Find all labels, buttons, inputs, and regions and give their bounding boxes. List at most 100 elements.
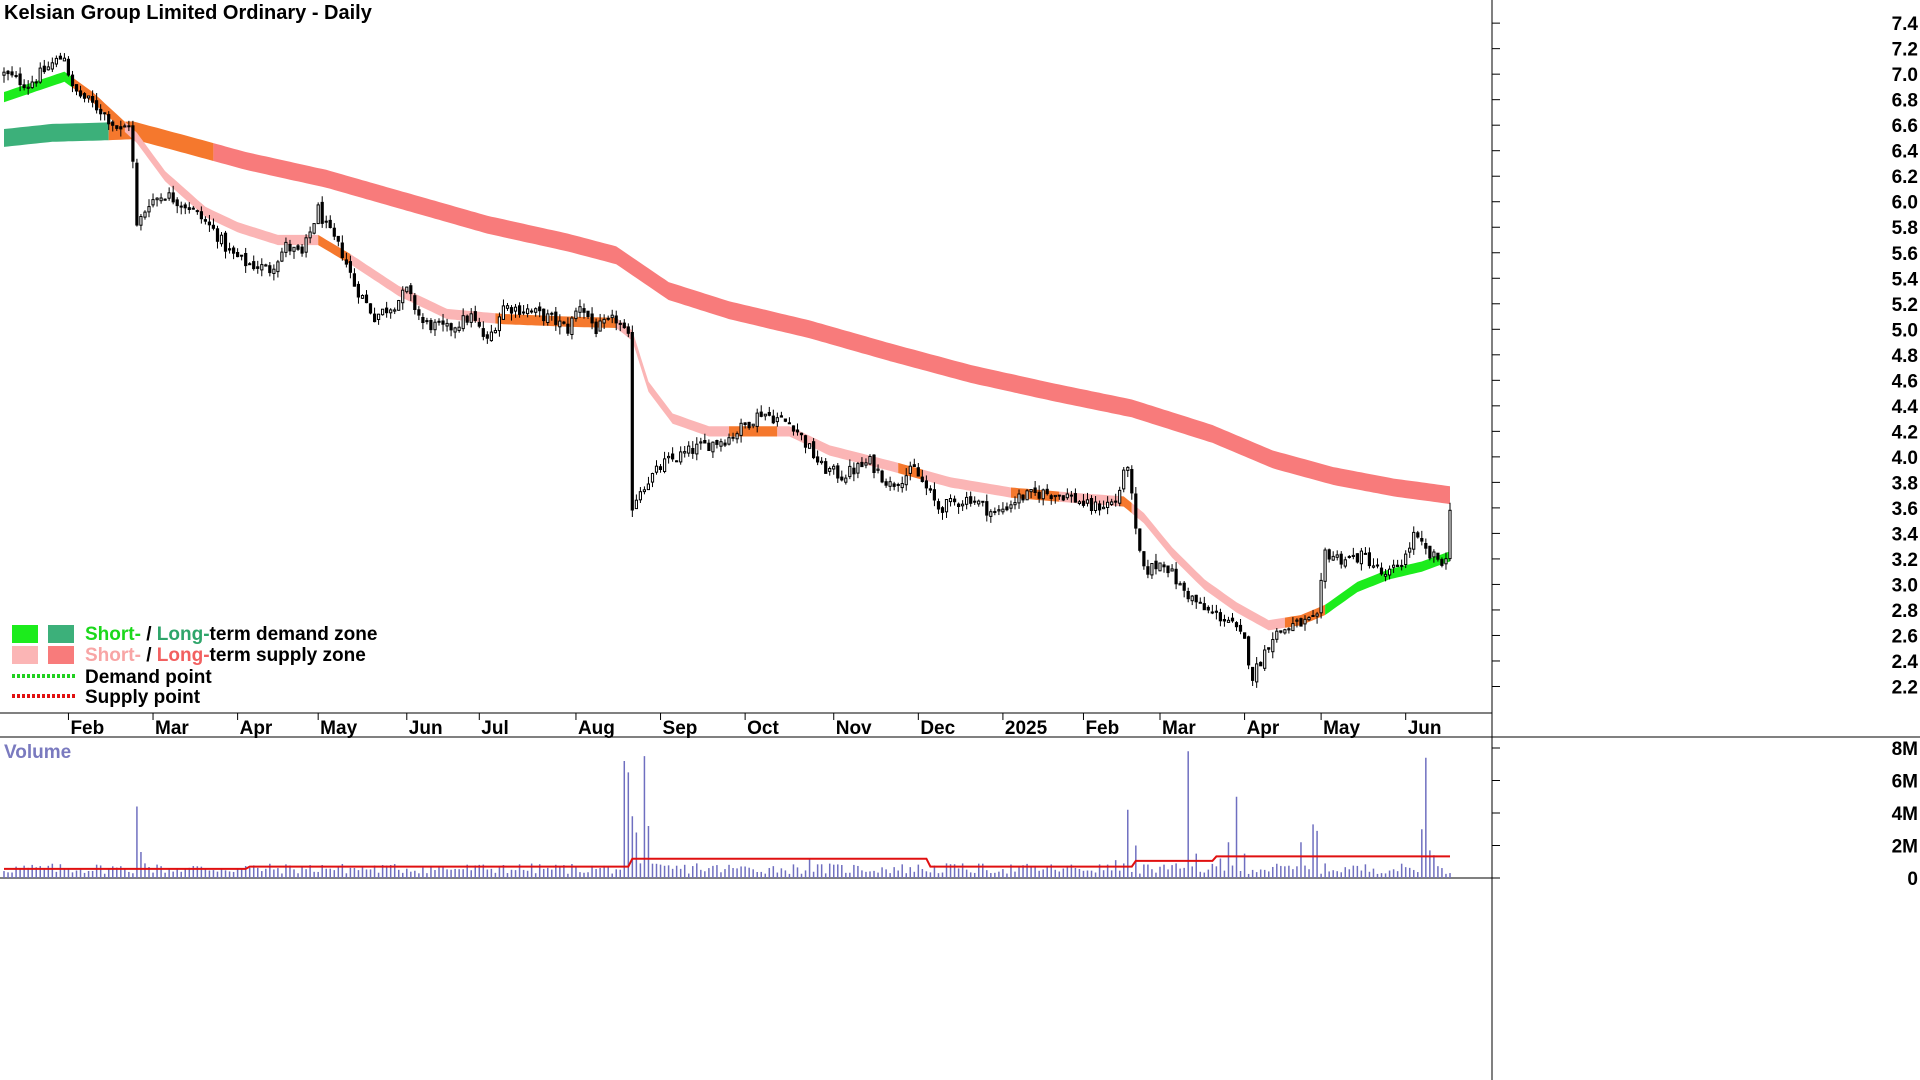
candle-down bbox=[1299, 618, 1303, 627]
candle-up bbox=[948, 498, 953, 503]
candle-down bbox=[1021, 494, 1025, 501]
price-tick-label: 3.6 bbox=[1892, 499, 1918, 520]
candle-up bbox=[1383, 573, 1388, 577]
candle-down bbox=[791, 425, 796, 432]
candle-up bbox=[530, 310, 534, 313]
short-demand-zone bbox=[1325, 551, 1450, 615]
volume-tick-label: 6M bbox=[1892, 772, 1918, 793]
month-tick-label: Nov bbox=[836, 718, 872, 739]
candle-down bbox=[812, 441, 816, 459]
candle-down bbox=[111, 121, 115, 126]
candle-up bbox=[574, 310, 578, 320]
candle-up bbox=[123, 125, 127, 128]
candle-up bbox=[1106, 501, 1110, 508]
candle-down bbox=[630, 332, 634, 511]
candle-down bbox=[554, 311, 558, 325]
candle-up bbox=[1210, 611, 1214, 614]
candle-down bbox=[373, 313, 377, 323]
candle-up bbox=[219, 234, 224, 245]
price-tick-label: 6.4 bbox=[1892, 142, 1919, 163]
candle-down bbox=[759, 411, 763, 417]
candle-up bbox=[401, 289, 405, 304]
candle-up bbox=[1065, 493, 1069, 499]
candle-up bbox=[522, 311, 526, 314]
candle-up bbox=[26, 86, 30, 89]
candle-down bbox=[441, 320, 445, 325]
candle-up bbox=[606, 317, 610, 320]
candlesticks bbox=[2, 52, 1452, 688]
candle-down bbox=[1033, 487, 1037, 493]
candle-down bbox=[538, 306, 542, 312]
candle-down bbox=[542, 308, 546, 322]
candle-down bbox=[1098, 503, 1102, 511]
candle-up bbox=[1150, 563, 1154, 576]
short-transition-zone bbox=[72, 77, 125, 132]
candle-up bbox=[683, 451, 687, 454]
candle-up bbox=[675, 460, 679, 463]
candle-down bbox=[1424, 543, 1428, 549]
candle-down bbox=[1238, 624, 1243, 632]
candle-up bbox=[1158, 562, 1162, 572]
candle-up bbox=[54, 57, 58, 65]
month-tick-label: Dec bbox=[920, 718, 955, 739]
candle-up bbox=[163, 198, 167, 201]
candle-up bbox=[832, 465, 836, 470]
candle-down bbox=[66, 58, 71, 76]
price-tick-label: 5.2 bbox=[1892, 295, 1918, 316]
candle-up bbox=[1315, 613, 1319, 617]
candle-up bbox=[1025, 490, 1029, 501]
candle-down bbox=[731, 436, 735, 439]
candle-down bbox=[658, 466, 663, 471]
candle-down bbox=[936, 501, 941, 510]
candle-up bbox=[558, 320, 562, 328]
candle-up bbox=[578, 306, 582, 313]
candle-down bbox=[691, 448, 695, 454]
candle-up bbox=[570, 317, 574, 336]
zone-bands bbox=[4, 71, 1450, 631]
long-supply-zone bbox=[213, 143, 1450, 505]
candle-down bbox=[95, 100, 99, 111]
month-tick-label: May bbox=[320, 718, 357, 739]
candle-down bbox=[119, 126, 123, 130]
candle-down bbox=[135, 162, 139, 226]
candle-up bbox=[1448, 509, 1452, 560]
candle-down bbox=[1037, 491, 1041, 499]
candle-down bbox=[928, 488, 932, 491]
candle-up bbox=[87, 95, 91, 99]
candle-down bbox=[1045, 488, 1049, 495]
candle-up bbox=[405, 286, 409, 293]
candle-down bbox=[1436, 552, 1440, 560]
candle-down bbox=[232, 247, 236, 254]
candle-up bbox=[280, 251, 284, 262]
candle-down bbox=[1142, 551, 1146, 567]
price-tick-label: 2.8 bbox=[1892, 601, 1918, 622]
candle-up bbox=[46, 66, 50, 71]
candle-down bbox=[550, 312, 554, 315]
candle-up bbox=[735, 433, 739, 440]
candle-up bbox=[1085, 499, 1090, 504]
month-tick-label: Feb bbox=[70, 718, 104, 739]
candle-up bbox=[1110, 501, 1114, 505]
candle-up bbox=[1126, 466, 1130, 471]
candle-up bbox=[1077, 501, 1082, 504]
candle-up bbox=[272, 268, 276, 275]
candle-down bbox=[199, 211, 204, 220]
candle-up bbox=[489, 331, 493, 342]
candle-up bbox=[868, 456, 872, 465]
candle-up bbox=[139, 216, 143, 226]
candle-up bbox=[1041, 489, 1045, 500]
candle-up bbox=[638, 491, 642, 501]
candle-down bbox=[1206, 606, 1210, 611]
candle-up bbox=[1303, 618, 1307, 625]
candle-up bbox=[34, 81, 38, 84]
candle-up bbox=[828, 468, 832, 472]
candle-down bbox=[594, 321, 598, 335]
candle-down bbox=[328, 219, 332, 228]
candle-up bbox=[977, 500, 981, 505]
candle-up bbox=[397, 300, 401, 311]
candle-down bbox=[872, 454, 876, 474]
candle-down bbox=[715, 440, 719, 445]
candle-down bbox=[518, 305, 522, 315]
candle-up bbox=[1053, 494, 1057, 498]
price-tick-label: 6.2 bbox=[1892, 167, 1918, 188]
